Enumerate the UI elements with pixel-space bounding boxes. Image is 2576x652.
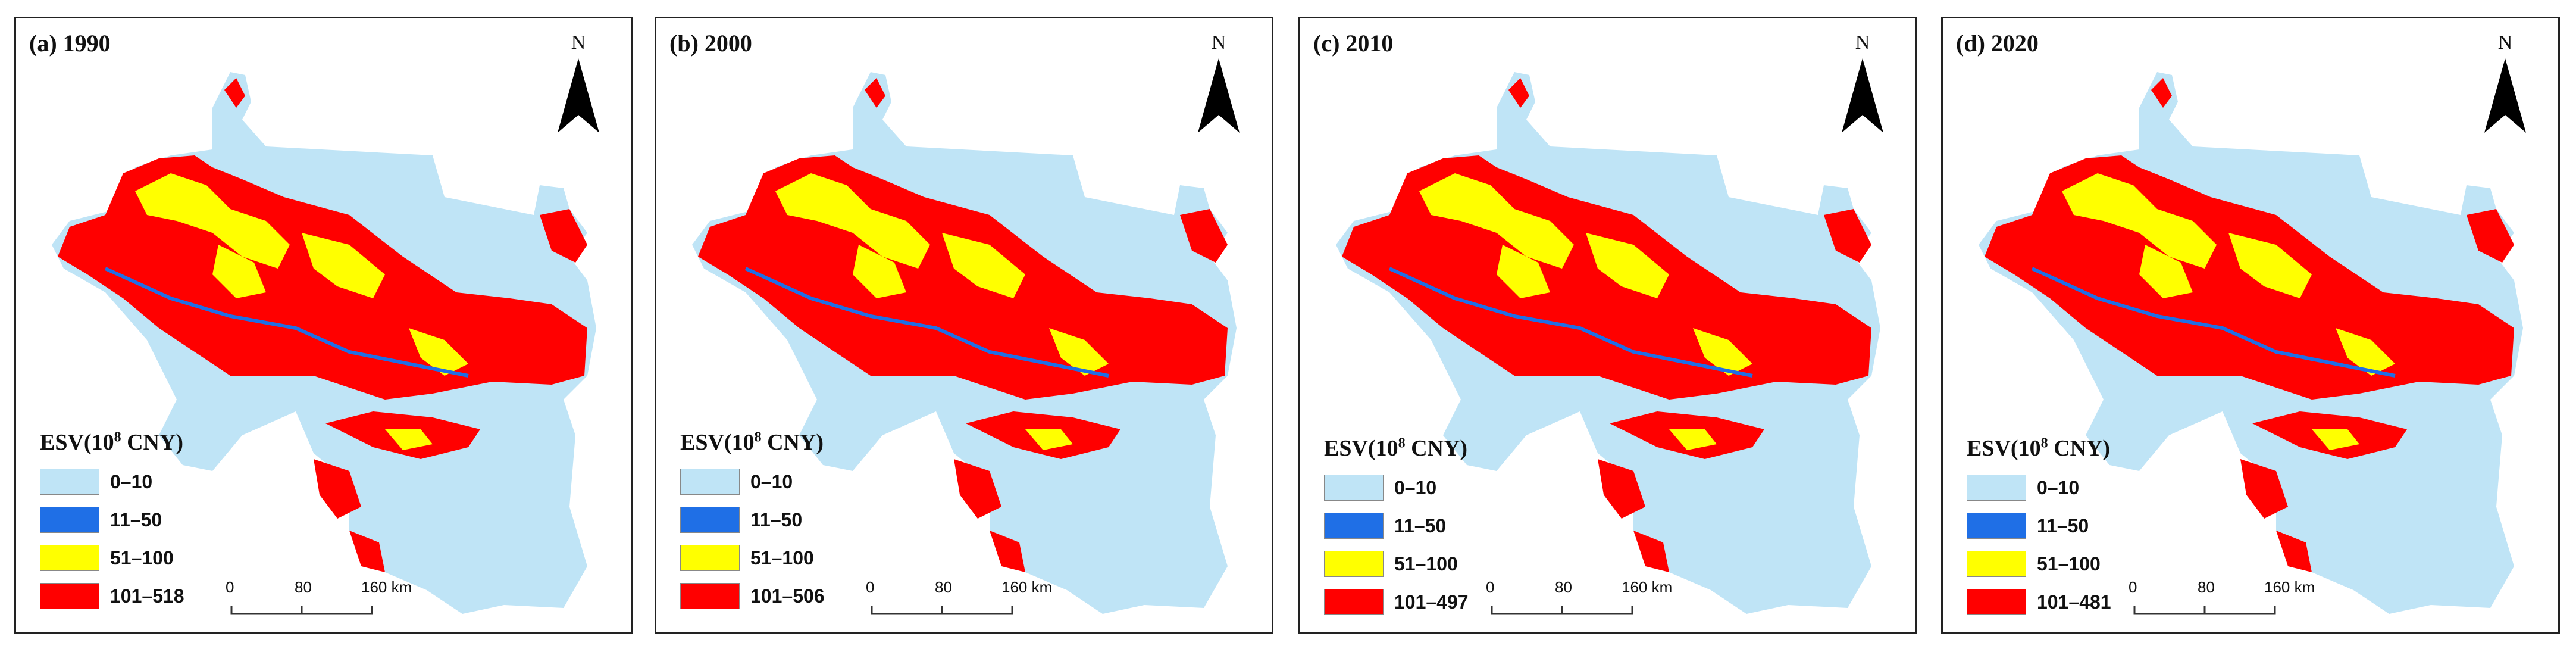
panel-title: (b) 2000 — [669, 30, 752, 57]
north-arrow-icon: N — [1836, 32, 1889, 139]
scale-bar: 0 80 160 km — [866, 578, 1052, 620]
legend-label: 0–10 — [2037, 476, 2080, 498]
legend-title: ESV(108 CNY) — [680, 429, 824, 455]
legend-label: 51–100 — [2037, 553, 2101, 575]
legend-label: 0–10 — [110, 470, 153, 492]
legend-label: 51–100 — [110, 547, 174, 569]
panel-title: (c) 2010 — [1313, 30, 1394, 57]
legend: ESV(108 CNY) 0–10 11–50 51–100 101–497 — [1324, 435, 1469, 627]
legend-label: 51–100 — [1394, 553, 1458, 575]
map-panel-a: (a) 1990 N ESV(108 CNY) 0–10 11–50 51–10… — [14, 17, 633, 634]
legend-label: 11–50 — [110, 509, 162, 531]
legend-label: 101–518 — [110, 585, 184, 607]
scale-bar: 0 80 160 km — [226, 578, 412, 620]
legend-label: 11–50 — [2037, 514, 2089, 536]
north-arrow-icon: N — [2478, 32, 2532, 139]
legend-label: 0–10 — [750, 470, 793, 492]
north-arrow-icon: N — [1192, 32, 1245, 139]
legend-title: ESV(108 CNY) — [1324, 435, 1468, 461]
legend-label: 51–100 — [750, 547, 814, 569]
legend-label: 0–10 — [1394, 476, 1437, 498]
legend: ESV(108 CNY) 0–10 11–50 51–100 101–506 — [680, 429, 825, 621]
map-panel-b: (b) 2000 N ESV(108 CNY) 0–10 11–50 51–10… — [655, 17, 1273, 634]
legend-label: 101–497 — [1394, 591, 1469, 613]
scale-bar: 0 80 160 km — [2129, 578, 2315, 620]
legend-label: 11–50 — [1394, 514, 1447, 536]
panel-title: (d) 2020 — [1956, 30, 2039, 57]
legend-title: ESV(108 CNY) — [40, 429, 184, 455]
legend-label: 101–481 — [2037, 591, 2111, 613]
legend-label: 101–506 — [750, 585, 825, 607]
map-panel-c: (c) 2010 N ESV(108 CNY) 0–10 11–50 51–10… — [1298, 17, 1917, 634]
panel-title: (a) 1990 — [29, 30, 111, 57]
map-panel-d: (d) 2020 N ESV(108 CNY) 0–10 11–50 51–10… — [1941, 17, 2560, 634]
legend-title: ESV(108 CNY) — [1967, 435, 2111, 461]
scale-bar: 0 80 160 km — [1486, 578, 1672, 620]
legend: ESV(108 CNY) 0–10 11–50 51–100 101–481 — [1967, 435, 2111, 627]
legend-label: 11–50 — [750, 509, 803, 531]
north-arrow-icon: N — [552, 32, 605, 139]
legend: ESV(108 CNY) 0–10 11–50 51–100 101–518 — [40, 429, 184, 621]
